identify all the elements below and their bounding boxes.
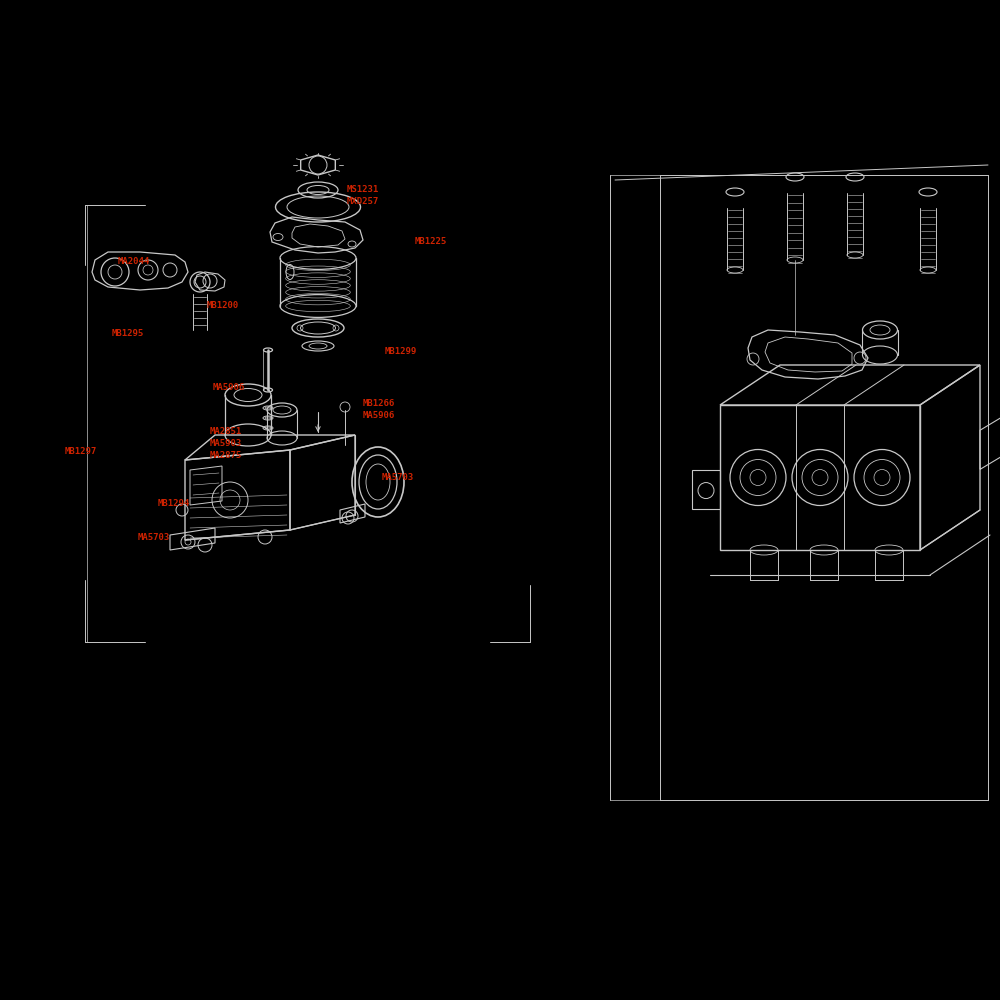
Text: MB1225: MB1225 [415,237,447,246]
Text: MB1299: MB1299 [385,348,417,357]
Text: MA5903: MA5903 [210,440,242,448]
Text: MXD257: MXD257 [347,198,379,207]
Text: MA5703: MA5703 [138,532,170,542]
Text: MA2044: MA2044 [118,257,150,266]
Text: MA2851: MA2851 [210,428,242,436]
Text: MB1266: MB1266 [363,398,395,408]
Text: MA5906: MA5906 [213,382,245,391]
Text: MS1231: MS1231 [347,186,379,194]
Text: MB1297: MB1297 [65,448,97,456]
Text: MB1200: MB1200 [207,300,239,310]
Text: MB1294: MB1294 [158,498,190,508]
Text: MA2875: MA2875 [210,452,242,460]
Text: MA5906: MA5906 [363,410,395,420]
Text: MA5703: MA5703 [382,474,414,483]
Text: MB1295: MB1295 [112,328,144,338]
